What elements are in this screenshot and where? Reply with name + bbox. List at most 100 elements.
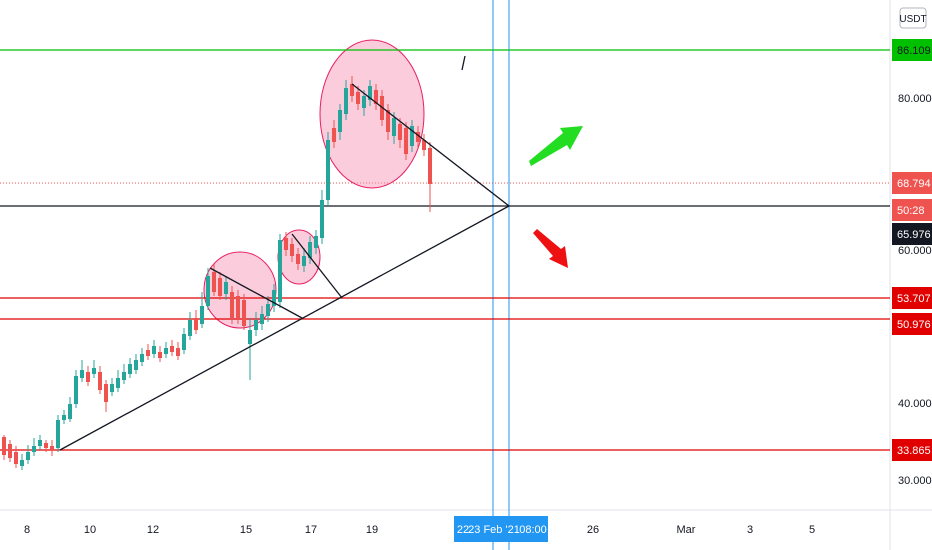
- candle: [200, 292, 204, 328]
- candle: [320, 190, 324, 244]
- up-arrow-icon[interactable]: [529, 126, 583, 166]
- small-trendline-2[interactable]: [291, 233, 343, 299]
- candle: [146, 344, 150, 360]
- price-label[interactable]: 50.976: [892, 313, 932, 335]
- candle: [290, 238, 294, 262]
- candle: [308, 236, 312, 264]
- candle: [74, 370, 78, 408]
- y-tick-label: 60.000: [898, 245, 932, 257]
- candle: [62, 410, 66, 424]
- price-label-text: 50.976: [897, 319, 931, 331]
- candle: [230, 286, 234, 324]
- x-tick-label: 26: [587, 524, 599, 536]
- x-tick-label: Mar: [677, 524, 696, 536]
- price-label-text: 33.865: [897, 445, 931, 457]
- x-tick-label: 5: [809, 524, 815, 536]
- x-tick-label: 12: [147, 524, 159, 536]
- crosshair-date-label: 23 Feb '21: [468, 524, 520, 536]
- price-axis[interactable]: [890, 0, 932, 550]
- candle: [128, 358, 132, 378]
- small-trendline-1[interactable]: [209, 267, 303, 319]
- candle: [284, 232, 288, 256]
- price-label[interactable]: 68.794: [892, 172, 932, 194]
- plot-area[interactable]: [0, 0, 890, 510]
- candle: [86, 366, 90, 386]
- crosshair-day-label: 22: [457, 524, 469, 536]
- candle: [344, 80, 348, 120]
- price-label[interactable]: 50:28: [892, 199, 932, 221]
- candle: [356, 86, 360, 110]
- candle: [350, 76, 354, 102]
- candle: [272, 284, 276, 312]
- x-tick-label: 17: [305, 524, 317, 536]
- candle: [80, 360, 84, 382]
- candle: [170, 340, 174, 356]
- candle: [416, 126, 420, 148]
- candle: [182, 328, 186, 354]
- candle: [92, 360, 96, 378]
- candle: [26, 445, 30, 464]
- candle: [428, 142, 432, 212]
- y-tick-label: 80.000: [898, 93, 932, 105]
- candle: [122, 364, 126, 384]
- candle: [338, 104, 342, 140]
- highlight-circle-top[interactable]: [319, 39, 425, 189]
- candle: [326, 132, 330, 206]
- candle: [236, 290, 240, 324]
- x-tick-label: 8: [24, 524, 30, 536]
- candle: [134, 354, 138, 374]
- trend-lines[interactable]: [59, 55, 510, 451]
- candle: [14, 446, 18, 468]
- candle: [296, 248, 300, 270]
- price-label[interactable]: 86.109: [892, 39, 932, 61]
- candle: [2, 435, 6, 460]
- descending-trendline[interactable]: [351, 83, 510, 207]
- candle: [44, 440, 48, 452]
- price-label-text: 50:28: [897, 205, 925, 217]
- candle: [266, 296, 270, 322]
- candle: [56, 415, 60, 452]
- candle: [194, 310, 198, 334]
- candle: [404, 122, 408, 160]
- candle: [104, 380, 108, 412]
- candle: [152, 340, 156, 358]
- candle: [302, 248, 306, 272]
- candle: [386, 104, 390, 140]
- candle: [50, 440, 54, 456]
- candle: [116, 370, 120, 392]
- candle: [110, 378, 114, 396]
- x-tick-label: 19: [366, 524, 378, 536]
- candle: [218, 272, 222, 300]
- x-tick-label: 3: [747, 524, 753, 536]
- crosshair-time-label[interactable]: 22 23 Feb '21 08:00: [454, 516, 548, 542]
- candle: [260, 306, 264, 330]
- candle: [32, 438, 36, 456]
- candle: [278, 234, 282, 308]
- price-label-text: 86.109: [897, 45, 931, 57]
- price-label[interactable]: 33.865: [892, 439, 932, 461]
- currency-badge[interactable]: USDT: [899, 7, 927, 29]
- candle: [368, 80, 372, 106]
- candle: [8, 440, 12, 462]
- candle: [206, 268, 210, 310]
- candle: [98, 366, 102, 394]
- price-label[interactable]: 65.976: [892, 223, 932, 245]
- candle: [158, 346, 162, 362]
- candle: [212, 264, 216, 296]
- down-arrow-icon[interactable]: [533, 229, 568, 268]
- currency-badge-label: USDT: [899, 14, 926, 25]
- candle: [398, 118, 402, 148]
- candle: [164, 342, 168, 358]
- candle: [248, 318, 252, 380]
- candle: [140, 348, 144, 366]
- x-tick-label: 10: [84, 524, 96, 536]
- price-label[interactable]: 53.707: [892, 287, 932, 309]
- candle: [38, 435, 42, 450]
- candle: [422, 134, 426, 156]
- ascending-trendline[interactable]: [59, 205, 510, 451]
- candle: [314, 230, 318, 254]
- crosshair-hour-label: 08:00: [519, 524, 547, 536]
- candle: [188, 312, 192, 340]
- y-tick-label: 40.000: [898, 398, 932, 410]
